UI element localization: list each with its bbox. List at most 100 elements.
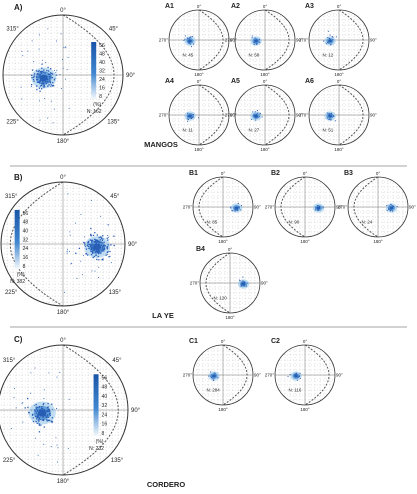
stereonet-A3 <box>309 10 369 70</box>
pole-point <box>189 37 191 39</box>
pole-point <box>48 408 50 410</box>
pole-point <box>244 281 246 283</box>
colorbar-unit: (%) <box>17 272 25 278</box>
pole-point <box>38 418 41 420</box>
pole-point <box>42 84 44 86</box>
pole-point <box>37 454 39 456</box>
pole-point <box>40 409 42 411</box>
pole-point <box>96 246 98 248</box>
small-net-C2: C2 0° 270° 90° 180° N: 116 <box>265 338 343 412</box>
pole-point <box>91 270 93 272</box>
pole-point <box>246 285 248 287</box>
colorbar-tick-label: 8 <box>99 94 102 100</box>
pole-point <box>191 117 193 119</box>
pole-point <box>47 402 49 405</box>
pole-point <box>331 116 333 118</box>
n-count: N: 45 <box>183 53 194 58</box>
pole-point <box>326 112 328 114</box>
subpanel-label: A5 <box>231 78 240 85</box>
pole-point <box>187 115 189 117</box>
pole-point <box>41 82 43 85</box>
pole-point <box>241 281 243 283</box>
pole-point <box>109 250 111 253</box>
azimuth-0: 0° <box>263 79 268 84</box>
pole-point <box>48 410 50 412</box>
pole-point <box>44 411 47 413</box>
azimuth-45: 45° <box>110 194 120 200</box>
colorbar: 56 48 40 32 24 16 8 (%)N: 382 <box>10 209 29 285</box>
azimuth-0: 0° <box>263 4 268 9</box>
azimuth-90: 90° <box>261 281 268 286</box>
pole-point <box>38 413 40 415</box>
pole-point <box>86 244 88 247</box>
azimuth-90: 90° <box>254 373 261 378</box>
primitive-circle <box>199 252 261 314</box>
pole-point <box>41 88 43 90</box>
azimuth-270: -45° <box>0 73 1 79</box>
pole-point <box>95 254 97 256</box>
pole-point <box>35 408 38 410</box>
pole-point <box>65 78 67 80</box>
pole-point <box>96 239 99 241</box>
pole-point <box>107 239 109 241</box>
pole-point <box>70 263 72 265</box>
pole-point <box>388 205 390 207</box>
pole-point <box>318 207 320 209</box>
pole-point <box>42 403 44 406</box>
pole-point <box>95 239 97 241</box>
pole-point <box>242 280 244 282</box>
pole-point <box>327 30 329 32</box>
pole-point <box>92 239 94 241</box>
azimuth-270: 270° <box>190 281 200 286</box>
subpanel-label: A3 <box>305 3 314 10</box>
pole-point <box>56 461 58 463</box>
pole-point <box>101 242 103 244</box>
pole-point <box>258 116 260 118</box>
pole-cluster <box>250 110 263 121</box>
pole-point <box>103 241 105 243</box>
pole-cluster <box>385 203 398 213</box>
azimuth-90: 90° <box>254 205 261 210</box>
pole-cluster <box>208 371 220 381</box>
great-circle <box>198 85 224 145</box>
pole-point <box>33 75 35 77</box>
pole-point <box>45 76 48 79</box>
pole-point <box>38 76 41 78</box>
pole-point <box>388 208 390 210</box>
pole-point <box>94 270 96 272</box>
primitive-circle <box>0 344 129 476</box>
pole-point <box>214 375 216 377</box>
pole-point <box>95 247 98 249</box>
pole-point <box>255 119 257 121</box>
azimuth-90: 90° <box>128 242 138 248</box>
pole-point <box>103 248 105 250</box>
pole-point <box>97 245 99 247</box>
colorbar-tick-label: 16 <box>102 422 108 428</box>
pole-point <box>294 373 296 375</box>
great-circle <box>264 10 290 70</box>
pole-point <box>187 120 189 122</box>
n-count: N: 284 <box>207 388 221 393</box>
pole-point <box>27 407 29 409</box>
pole-point <box>327 42 329 44</box>
colorbar-tick-label: 48 <box>102 385 108 391</box>
pole-point <box>94 238 96 240</box>
pole-point <box>48 84 50 86</box>
pole-point <box>251 35 253 37</box>
pole-point <box>46 415 48 418</box>
pole-point <box>255 41 257 43</box>
pole-point <box>94 244 97 246</box>
colorbar-tick-label: 16 <box>23 255 29 261</box>
pole-point <box>230 206 232 208</box>
pole-point <box>21 402 23 404</box>
pole-point <box>255 40 257 42</box>
n-count: N: 85 <box>207 220 218 225</box>
pole-point <box>48 372 50 374</box>
pole-point <box>41 78 44 80</box>
pole-point <box>39 418 41 420</box>
pole-point <box>87 243 89 246</box>
small-net-B4: B4 0° 270° 90° 180° N: 120 <box>190 246 268 320</box>
pole-point <box>41 413 44 415</box>
pole-point <box>391 207 393 209</box>
pole-point <box>35 406 37 408</box>
